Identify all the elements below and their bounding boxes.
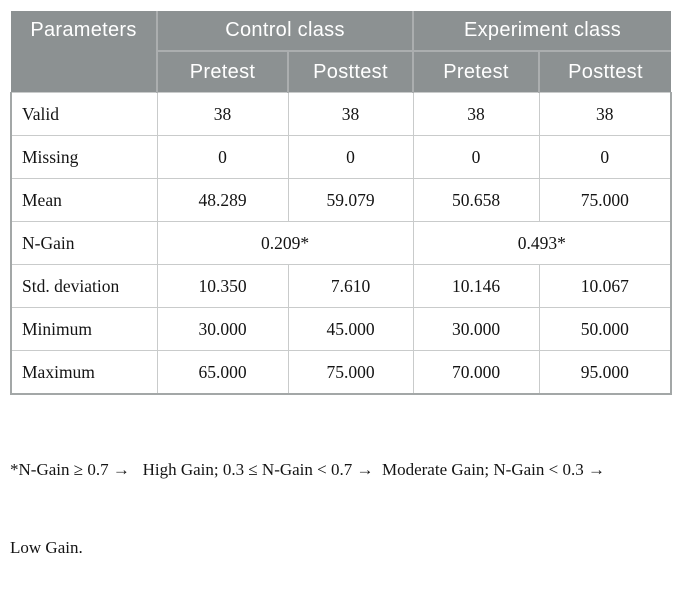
cell-std-control-posttest: 7.610	[287, 264, 414, 308]
cell-ngain-experiment: 0.493*	[412, 221, 673, 265]
cell-max-experiment-posttest: 95.000	[538, 350, 673, 395]
cell-std-control-pretest: 10.350	[156, 264, 289, 308]
cell-std-experiment-pretest: 10.146	[412, 264, 540, 308]
footnote-line-1: *N-Gain ≥ 0.7 → High Gain; 0.3 ≤ N-Gain …	[10, 460, 605, 479]
subheader-experiment-posttest: Posttest	[537, 50, 672, 93]
cell-max-control-pretest: 65.000	[156, 350, 289, 395]
cell-min-control-pretest: 30.000	[156, 307, 289, 351]
table-row-missing: Missing 0 0 0 0	[10, 135, 673, 179]
cell-missing-experiment-posttest: 0	[538, 135, 673, 179]
table-row-minimum: Minimum 30.000 45.000 30.000 50.000	[10, 307, 673, 351]
subheader-control-pretest: Pretest	[156, 50, 288, 93]
table-row-valid: Valid 38 38 38 38	[10, 92, 673, 136]
row-label-maximum: Maximum	[10, 350, 158, 395]
cell-valid-control-posttest: 38	[287, 92, 414, 136]
row-label-valid: Valid	[10, 92, 158, 136]
cell-missing-experiment-pretest: 0	[412, 135, 540, 179]
row-label-missing: Missing	[10, 135, 158, 179]
cell-valid-experiment-posttest: 38	[538, 92, 673, 136]
row-label-std-deviation: Std. deviation	[10, 264, 158, 308]
cell-min-experiment-pretest: 30.000	[412, 307, 540, 351]
subheader-experiment-pretest: Pretest	[412, 50, 539, 93]
cell-ngain-control: 0.209*	[156, 221, 414, 265]
cell-mean-experiment-pretest: 50.658	[412, 178, 540, 222]
table-row-mean: Mean 48.289 59.079 50.658 75.000	[10, 178, 673, 222]
cell-mean-control-pretest: 48.289	[156, 178, 289, 222]
table-row-std-deviation: Std. deviation 10.350 7.610 10.146 10.06…	[10, 264, 673, 308]
descriptive-statistics-table: Parameters Control class Experiment clas…	[10, 11, 673, 395]
cell-valid-experiment-pretest: 38	[412, 92, 540, 136]
table-body: Valid 38 38 38 38 Missing 0 0 0 0 Mean 4…	[10, 92, 673, 395]
header-group-control: Control class	[156, 11, 413, 51]
cell-std-experiment-posttest: 10.067	[538, 264, 673, 308]
header-group-experiment: Experiment class	[411, 11, 672, 51]
footnote-line-2: Low Gain.	[10, 538, 83, 557]
subheader-control-posttest: Posttest	[287, 50, 413, 93]
cell-mean-control-posttest: 59.079	[287, 178, 414, 222]
cell-valid-control-pretest: 38	[156, 92, 289, 136]
table-row-maximum: Maximum 65.000 75.000 70.000 95.000	[10, 350, 673, 395]
cell-max-control-posttest: 75.000	[287, 350, 414, 395]
row-label-minimum: Minimum	[10, 307, 158, 351]
cell-missing-control-posttest: 0	[287, 135, 414, 179]
header-parameters: Parameters	[11, 11, 157, 93]
table-figure: Parameters Control class Experiment clas…	[10, 11, 673, 613]
table-header: Parameters Control class Experiment clas…	[11, 11, 672, 93]
cell-min-control-posttest: 45.000	[287, 307, 414, 351]
table-footnote: *N-Gain ≥ 0.7 → High Gain; 0.3 ≤ N-Gain …	[10, 405, 670, 613]
row-label-mean: Mean	[10, 178, 158, 222]
row-label-ngain: N-Gain	[10, 221, 158, 265]
cell-min-experiment-posttest: 50.000	[538, 307, 673, 351]
cell-max-experiment-pretest: 70.000	[412, 350, 540, 395]
cell-mean-experiment-posttest: 75.000	[538, 178, 673, 222]
cell-missing-control-pretest: 0	[156, 135, 289, 179]
table-row-ngain: N-Gain 0.209* 0.493*	[10, 221, 673, 265]
